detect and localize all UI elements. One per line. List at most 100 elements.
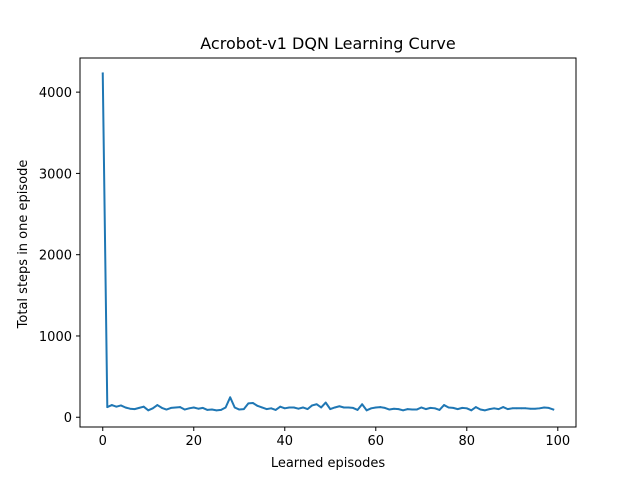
data-point [320, 406, 323, 409]
data-point [447, 406, 450, 409]
data-point [133, 408, 136, 411]
data-point [297, 407, 300, 410]
data-point [506, 408, 509, 411]
data-point [138, 406, 141, 409]
data-point [115, 405, 118, 408]
data-point [302, 406, 304, 409]
data-point [224, 406, 227, 409]
data-point [424, 408, 427, 411]
data-point [142, 405, 145, 408]
data-point [265, 408, 268, 411]
data-point [220, 409, 222, 411]
data-point [343, 406, 345, 409]
data-point [256, 404, 259, 407]
data-point [151, 407, 154, 410]
data-point [315, 403, 318, 406]
data-point [124, 406, 127, 409]
data-point [211, 408, 213, 411]
plot-frame [79, 57, 577, 428]
data-point [402, 409, 404, 412]
data-point [238, 408, 241, 411]
y-tick-label: 4000 [39, 86, 72, 101]
data-point [479, 408, 482, 411]
chart-title: Acrobot-v1 DQN Learning Curve [200, 34, 456, 53]
data-point [415, 408, 418, 411]
data-point [443, 404, 445, 406]
data-point [434, 407, 436, 410]
data-point [188, 407, 191, 410]
data-point [279, 405, 282, 408]
data-point [456, 408, 459, 411]
data-point [484, 409, 486, 412]
data-point [183, 408, 186, 411]
data-point [488, 408, 491, 411]
data-point [192, 406, 195, 409]
data-point [361, 403, 364, 406]
data-point [165, 408, 168, 411]
data-point [170, 406, 172, 409]
y-axis-ticks: 0 1000 2000 3000 4000 [39, 86, 80, 426]
data-point [370, 407, 373, 410]
data-point [452, 406, 455, 409]
data-point [156, 404, 159, 406]
data-point [374, 406, 377, 409]
data-point [438, 409, 441, 411]
data-point [261, 406, 263, 409]
data-point [201, 406, 204, 409]
data-point [356, 409, 359, 411]
data-point [270, 407, 273, 410]
data-point [543, 406, 546, 409]
x-tick-label: 100 [545, 434, 570, 449]
data-point [247, 402, 250, 405]
data-points [101, 72, 555, 412]
data-point [333, 406, 336, 409]
data-point [525, 407, 527, 410]
data-point [511, 407, 514, 410]
data-point [242, 408, 245, 411]
data-point [379, 406, 382, 408]
data-point [515, 407, 518, 410]
data-point [474, 406, 477, 408]
data-point [520, 407, 523, 410]
data-point [388, 408, 391, 411]
data-point [420, 406, 423, 409]
data-point [429, 406, 432, 409]
data-point [406, 408, 409, 411]
data-point [397, 408, 400, 411]
x-tick-label: 20 [185, 434, 202, 449]
data-point [215, 409, 218, 412]
x-axis-ticks: 0 20 40 60 80 100 [99, 427, 570, 449]
data-point [206, 409, 209, 411]
data-point [534, 407, 536, 410]
data-point [292, 406, 295, 409]
data-point [306, 408, 309, 411]
data-point [174, 406, 177, 409]
data-point [461, 406, 464, 409]
data-point [502, 406, 505, 408]
x-tick-label: 40 [276, 434, 293, 449]
data-point [197, 407, 200, 410]
data-point [147, 409, 150, 412]
data-point [470, 409, 473, 412]
y-tick-label: 2000 [39, 249, 72, 264]
data-point [101, 72, 104, 75]
data-point [393, 407, 395, 410]
data-point [229, 396, 232, 399]
data-point [106, 406, 109, 408]
data-point [110, 404, 113, 406]
data-point [161, 406, 163, 409]
data-point [129, 407, 131, 410]
y-tick-label: 0 [64, 411, 72, 426]
y-tick-label: 3000 [39, 167, 72, 182]
y-tick-label: 1000 [39, 330, 72, 345]
data-point [179, 406, 182, 408]
data-point [329, 408, 332, 411]
data-point [283, 407, 286, 410]
data-point [365, 409, 368, 412]
data-point [338, 405, 341, 408]
data-point [497, 408, 500, 411]
data-point [383, 406, 386, 409]
data-point [120, 404, 122, 407]
data-point [465, 407, 468, 410]
